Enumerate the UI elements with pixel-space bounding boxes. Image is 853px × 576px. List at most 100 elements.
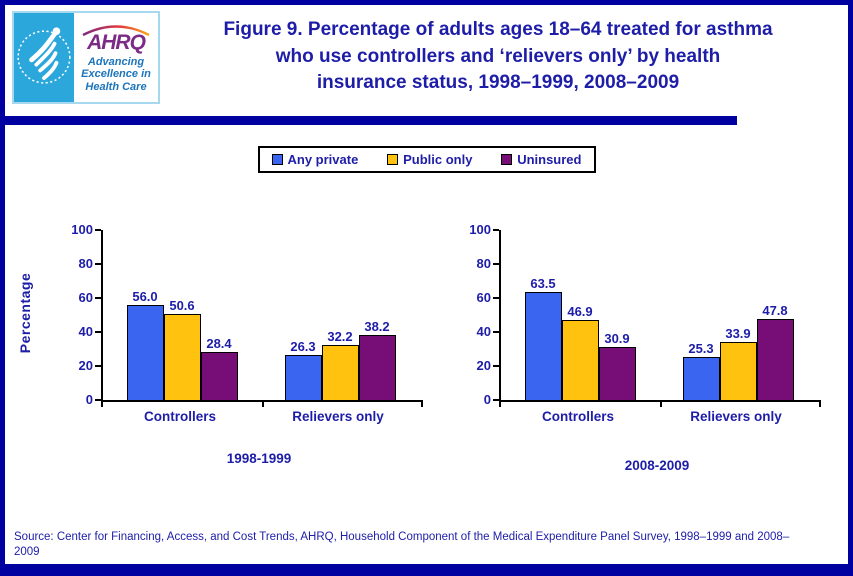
y-tick-label: 80 — [476, 256, 491, 271]
bar-column: 30.9 — [598, 331, 636, 400]
bar-any-private — [524, 292, 562, 400]
bar-value-label: 38.2 — [364, 319, 390, 335]
bar-group-relievers-only: 25.3 33.9 47.8 — [659, 304, 817, 400]
category-label-relievers-only: Relievers only — [292, 409, 384, 424]
x-axis-labels: Controllers Relievers only — [499, 409, 815, 424]
bar-public-only — [321, 345, 359, 400]
category-label-controllers: Controllers — [143, 409, 216, 424]
bar-value-label: 28.4 — [206, 335, 232, 351]
y-tick-mark — [493, 297, 499, 299]
bar-group-controllers: 56.0 50.6 28.4 — [103, 290, 261, 400]
y-tick-label: 40 — [78, 324, 93, 339]
bar-public-only — [719, 342, 757, 400]
chart-1998-1999: Percentage 56.0 50.6 28.4 26.3 32.2 38.2 0 20 4… — [17, 223, 423, 473]
figure-title: Figure 9. Percentage of adults ages 18–6… — [223, 19, 773, 94]
plot-area: 56.0 50.6 28.4 26.3 32.2 38.2 0 20 40 60 80 100 — [71, 223, 419, 406]
bar-value-label: 30.9 — [604, 331, 630, 347]
bar-column: 38.2 — [358, 319, 396, 400]
legend: Any private Public only Uninsured — [257, 146, 596, 173]
legend-label: Public only — [403, 152, 473, 167]
category-label-relievers-only: Relievers only — [690, 409, 782, 424]
bar-column: 50.6 — [163, 299, 201, 400]
y-tick-mark — [95, 297, 101, 299]
bar-uninsured — [200, 351, 238, 400]
y-tick-label: 100 — [71, 222, 93, 237]
x-axis-tick — [262, 402, 264, 407]
charts-row: Percentage 56.0 50.6 28.4 26.3 32.2 38.2 0 20 4… — [5, 223, 848, 473]
y-axis-title: Percentage — [17, 272, 33, 354]
bar-column: 32.2 — [321, 329, 359, 400]
tagline-line2: Excellence in — [81, 68, 151, 81]
y-tick-label: 20 — [476, 358, 491, 373]
ahrq-arc-icon — [82, 24, 150, 36]
bar-value-label: 47.8 — [762, 302, 788, 318]
bar-column: 28.4 — [200, 335, 238, 400]
x-axis-tick — [101, 402, 103, 407]
plot-area: 63.5 46.9 30.9 25.3 33.9 47.8 0 20 40 60 80 100 — [469, 223, 817, 406]
chart-2008-2009: 63.5 46.9 30.9 25.3 33.9 47.8 0 20 40 60 80 100 Co… — [431, 223, 821, 473]
tagline-line1: Advancing — [87, 55, 145, 68]
bar-any-private — [284, 355, 322, 400]
bar-uninsured — [598, 347, 636, 400]
y-tick-mark — [95, 399, 101, 401]
bar-public-only — [163, 313, 201, 400]
ahrq-wordmark: AHRQ — [87, 30, 146, 54]
chart-period-caption: 1998-1999 — [226, 451, 292, 466]
y-tick-label: 0 — [483, 392, 491, 407]
legend-label: Any private — [287, 152, 359, 167]
x-axis-line — [499, 400, 821, 407]
x-axis-labels: Controllers Relievers only — [101, 409, 417, 424]
header: AHRQ Advancing Excellence in Health Care… — [5, 5, 848, 109]
bar-value-label: 63.5 — [530, 276, 556, 292]
x-axis-line — [101, 400, 423, 407]
bar-value-label: 32.2 — [327, 329, 353, 345]
category-label-controllers: Controllers — [541, 409, 614, 424]
bar-value-label: 33.9 — [725, 326, 751, 342]
bar-value-label: 56.0 — [132, 288, 158, 304]
y-tick-label: 80 — [78, 256, 93, 271]
legend-label: Uninsured — [517, 152, 582, 167]
y-tick-label: 100 — [469, 222, 491, 237]
y-tick-mark — [493, 229, 499, 231]
bar-any-private — [682, 357, 720, 400]
bar-groups: 63.5 46.9 30.9 25.3 33.9 47.8 — [501, 230, 817, 400]
y-tick-mark — [95, 229, 101, 231]
x-axis-tick — [819, 402, 821, 407]
bar-column: 56.0 — [126, 288, 164, 400]
bar-uninsured — [756, 318, 794, 400]
bar-group-relievers-only: 26.3 32.2 38.2 — [261, 320, 419, 400]
bar-column: 26.3 — [284, 340, 322, 400]
legend-swatch-icon — [271, 154, 283, 165]
legend-item-uninsured: Uninsured — [501, 152, 581, 167]
bar-column: 46.9 — [561, 304, 599, 400]
title-divider-bar — [5, 116, 737, 125]
x-axis-tick — [660, 402, 662, 407]
bar-any-private — [126, 304, 164, 400]
y-tick-label: 20 — [78, 358, 93, 373]
y-tick-mark — [493, 399, 499, 401]
bar-public-only — [561, 320, 599, 400]
bar-column: 25.3 — [682, 341, 720, 400]
legend-swatch-icon — [387, 154, 399, 165]
bar-value-label: 46.9 — [567, 304, 593, 320]
x-axis-tick — [421, 402, 423, 407]
x-axis-tick — [499, 402, 501, 407]
bar-value-label: 25.3 — [688, 341, 714, 356]
hhs-ahrq-logo: AHRQ Advancing Excellence in Health Care — [12, 11, 160, 104]
legend-item-public-only: Public only — [387, 152, 472, 167]
y-tick-mark — [95, 365, 101, 367]
y-tick-mark — [95, 331, 101, 333]
legend-item-any-private: Any private — [271, 152, 359, 167]
source-note: Source: Center for Financing, Access, an… — [14, 530, 790, 559]
y-tick-mark — [493, 331, 499, 333]
y-tick-label: 0 — [85, 392, 93, 407]
bar-uninsured — [358, 335, 396, 400]
bar-groups: 56.0 50.6 28.4 26.3 32.2 38.2 — [103, 230, 419, 400]
y-tick-label: 60 — [78, 290, 93, 305]
bar-column: 33.9 — [719, 326, 757, 400]
y-tick-mark — [493, 365, 499, 367]
y-tick-mark — [493, 263, 499, 265]
y-tick-mark — [95, 263, 101, 265]
bar-column: 63.5 — [524, 276, 562, 400]
ahrq-tagline: Advancing Excellence in Health Care — [81, 56, 151, 94]
